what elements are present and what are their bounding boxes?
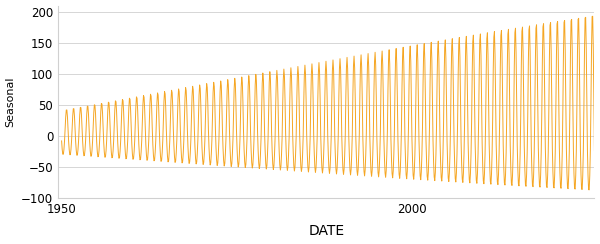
X-axis label: DATE: DATE bbox=[308, 224, 344, 238]
Y-axis label: Seasonal: Seasonal bbox=[5, 77, 16, 127]
